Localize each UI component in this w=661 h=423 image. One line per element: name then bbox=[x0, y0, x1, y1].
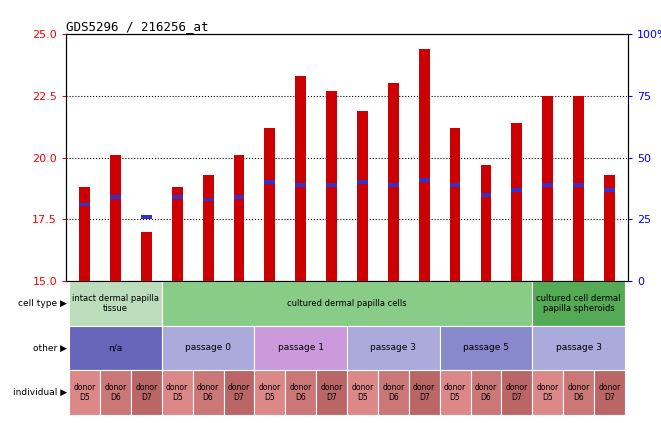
Text: passage 1: passage 1 bbox=[278, 343, 324, 352]
Bar bbox=[594, 370, 625, 415]
Bar bbox=[563, 370, 594, 415]
Bar bbox=[192, 370, 223, 415]
Text: donor
D6: donor D6 bbox=[475, 383, 497, 402]
Bar bbox=[388, 83, 399, 281]
Bar bbox=[203, 198, 214, 201]
Bar bbox=[295, 76, 306, 281]
Bar bbox=[357, 110, 368, 281]
Bar bbox=[512, 188, 522, 192]
Bar bbox=[172, 195, 182, 199]
Bar bbox=[449, 128, 461, 281]
Bar bbox=[264, 128, 275, 281]
Bar bbox=[512, 123, 522, 281]
Text: donor
D6: donor D6 bbox=[290, 383, 312, 402]
Text: donor
D5: donor D5 bbox=[166, 383, 188, 402]
Text: other ▶: other ▶ bbox=[32, 343, 67, 352]
Text: donor
D7: donor D7 bbox=[413, 383, 436, 402]
Bar bbox=[419, 178, 430, 182]
Bar bbox=[532, 326, 625, 370]
Text: donor
D5: donor D5 bbox=[537, 383, 559, 402]
Text: passage 3: passage 3 bbox=[555, 343, 602, 352]
Text: donor
D6: donor D6 bbox=[104, 383, 127, 402]
Bar bbox=[440, 326, 532, 370]
Text: donor
D6: donor D6 bbox=[567, 383, 590, 402]
Text: n/a: n/a bbox=[108, 343, 123, 352]
Bar bbox=[295, 183, 306, 187]
Text: individual ▶: individual ▶ bbox=[13, 388, 67, 397]
Text: donor
D6: donor D6 bbox=[382, 383, 405, 402]
Bar bbox=[471, 370, 502, 415]
Text: passage 0: passage 0 bbox=[185, 343, 231, 352]
Bar bbox=[542, 183, 553, 187]
Text: donor
D5: donor D5 bbox=[73, 383, 96, 402]
Bar bbox=[100, 370, 131, 415]
Bar bbox=[172, 187, 182, 281]
Bar bbox=[573, 96, 584, 281]
Text: passage 5: passage 5 bbox=[463, 343, 509, 352]
Bar bbox=[131, 370, 162, 415]
Bar bbox=[440, 370, 471, 415]
Bar bbox=[388, 183, 399, 187]
Bar bbox=[573, 183, 584, 187]
Bar bbox=[286, 370, 316, 415]
Bar bbox=[141, 215, 152, 219]
Text: donor
D7: donor D7 bbox=[228, 383, 250, 402]
Bar bbox=[378, 370, 408, 415]
Text: donor
D7: donor D7 bbox=[598, 383, 621, 402]
Text: cell type ▶: cell type ▶ bbox=[18, 299, 67, 308]
Bar bbox=[481, 165, 491, 281]
Bar bbox=[254, 370, 286, 415]
Bar bbox=[233, 195, 245, 199]
Bar bbox=[203, 175, 214, 281]
Text: donor
D7: donor D7 bbox=[321, 383, 342, 402]
Bar bbox=[162, 370, 192, 415]
Text: cultured cell dermal
papilla spheroids: cultured cell dermal papilla spheroids bbox=[536, 294, 621, 313]
Text: intact dermal papilla
tissue: intact dermal papilla tissue bbox=[72, 294, 159, 313]
Bar bbox=[502, 370, 532, 415]
Bar bbox=[79, 203, 90, 206]
Bar bbox=[532, 281, 625, 326]
Bar bbox=[532, 370, 563, 415]
Bar bbox=[326, 183, 337, 187]
Bar bbox=[449, 183, 461, 187]
Text: cultured dermal papilla cells: cultured dermal papilla cells bbox=[288, 299, 407, 308]
Bar bbox=[357, 181, 368, 184]
Text: donor
D6: donor D6 bbox=[197, 383, 219, 402]
Bar bbox=[223, 370, 254, 415]
Bar bbox=[264, 181, 275, 184]
Text: donor
D7: donor D7 bbox=[136, 383, 157, 402]
Bar bbox=[419, 49, 430, 281]
Bar bbox=[604, 175, 615, 281]
Text: passage 3: passage 3 bbox=[370, 343, 416, 352]
Bar bbox=[69, 281, 162, 326]
Bar bbox=[408, 370, 440, 415]
Bar bbox=[254, 326, 347, 370]
Bar bbox=[69, 370, 100, 415]
Bar bbox=[347, 370, 378, 415]
Bar bbox=[141, 232, 152, 281]
Bar bbox=[162, 326, 254, 370]
Bar bbox=[79, 187, 90, 281]
Text: donor
D5: donor D5 bbox=[444, 383, 466, 402]
Bar bbox=[604, 188, 615, 192]
Text: donor
D5: donor D5 bbox=[258, 383, 281, 402]
Bar bbox=[162, 281, 532, 326]
Bar bbox=[233, 155, 245, 281]
Bar bbox=[347, 326, 440, 370]
Text: donor
D7: donor D7 bbox=[506, 383, 528, 402]
Bar bbox=[326, 91, 337, 281]
Bar bbox=[69, 326, 162, 370]
Bar bbox=[481, 193, 491, 197]
Text: GDS5296 / 216256_at: GDS5296 / 216256_at bbox=[66, 20, 209, 33]
Text: donor
D5: donor D5 bbox=[352, 383, 373, 402]
Bar bbox=[542, 96, 553, 281]
Bar bbox=[110, 155, 121, 281]
Bar bbox=[110, 195, 121, 199]
Bar bbox=[316, 370, 347, 415]
